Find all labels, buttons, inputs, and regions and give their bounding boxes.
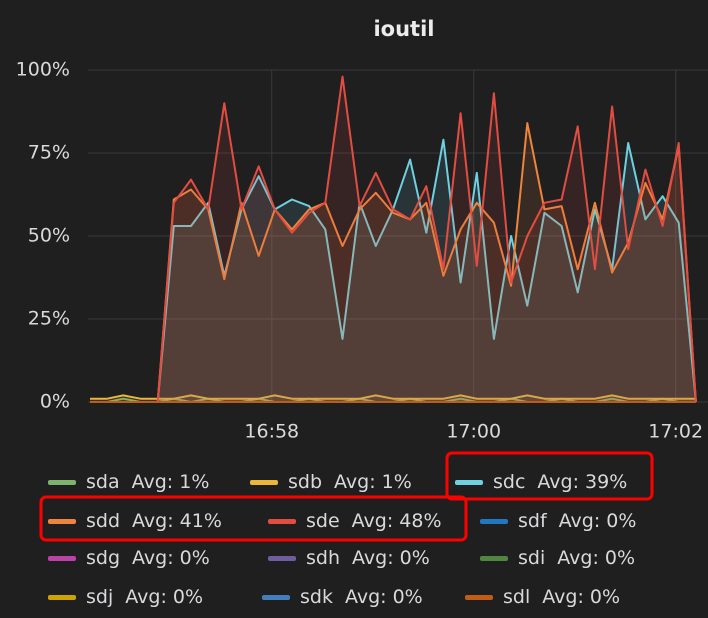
- x-tick-label: 16:58: [244, 421, 299, 443]
- series-area: [90, 123, 696, 402]
- legend-swatch: [480, 519, 508, 524]
- legend-name: sdg: [86, 547, 120, 569]
- legend-swatch: [480, 556, 508, 561]
- legend-label: sdf Avg: 0%: [518, 510, 636, 532]
- legend-avg: Avg: 0%: [542, 586, 620, 608]
- legend-swatch: [250, 480, 278, 485]
- x-tick-label: 17:02: [648, 421, 703, 443]
- legend-name: sdi: [518, 547, 545, 569]
- plot: [90, 75, 697, 403]
- chart-title: ioutil: [373, 17, 434, 41]
- legend-name: sde: [306, 510, 340, 532]
- legend-avg: Avg: 0%: [132, 547, 210, 569]
- series-area: [90, 398, 696, 402]
- series-line: [90, 75, 697, 403]
- legend-avg: Avg: 0%: [557, 547, 635, 569]
- legend-avg: Avg: 41%: [132, 510, 222, 532]
- legend-label: sdj Avg: 0%: [86, 586, 203, 608]
- legend-swatch: [48, 595, 76, 600]
- legend-label: sdb Avg: 1%: [288, 471, 412, 493]
- legend-swatch: [465, 595, 493, 600]
- legend-label: sdh Avg: 0%: [306, 547, 430, 569]
- legend-swatch: [48, 556, 76, 561]
- series-area: [90, 139, 696, 402]
- legend-avg: Avg: 1%: [334, 471, 412, 493]
- legend-name: sdb: [288, 471, 322, 493]
- series-area: [90, 76, 696, 402]
- legend-name: sdh: [306, 547, 340, 569]
- legend-swatch: [48, 519, 76, 524]
- legend-label: sde Avg: 48%: [306, 510, 442, 532]
- legend-swatch: [268, 556, 296, 561]
- legend-label: sda Avg: 1%: [86, 471, 209, 493]
- series-line: [90, 122, 697, 403]
- legend-label: sdl Avg: 0%: [503, 586, 620, 608]
- legend-avg: Avg: 48%: [352, 510, 442, 532]
- legend-avg: Avg: 1%: [132, 471, 210, 493]
- legend-swatch: [455, 480, 483, 485]
- legend-label: sdc Avg: 39%: [493, 471, 627, 493]
- legend-avg: Avg: 39%: [537, 471, 627, 493]
- legend-swatch: [48, 480, 76, 485]
- legend-avg: Avg: 0%: [352, 547, 430, 569]
- legend-avg: Avg: 0%: [559, 510, 637, 532]
- legend-name: sdk: [300, 586, 333, 608]
- legend-name: sdl: [503, 586, 530, 608]
- x-tick-label: 17:00: [446, 421, 501, 443]
- legend-name: sda: [86, 471, 120, 493]
- legend: sda Avg: 1% sdb Avg: 1% sdc Avg: 39% sdd Avg: 4…: [48, 471, 636, 608]
- y-tick-label: 50%: [28, 225, 70, 247]
- legend-label: sdd Avg: 41%: [86, 510, 222, 532]
- y-tick-label: 75%: [28, 142, 70, 164]
- legend-avg: Avg: 0%: [345, 586, 423, 608]
- y-tick-label: 0%: [40, 391, 70, 413]
- legend-name: sdf: [518, 510, 548, 532]
- series-line: [90, 394, 696, 400]
- highlight-box: [445, 451, 654, 501]
- legend-name: sdj: [86, 586, 113, 608]
- legend-label: sdi Avg: 0%: [518, 547, 635, 569]
- legend-label: sdk Avg: 0%: [300, 586, 423, 608]
- legend-swatch: [262, 595, 290, 600]
- highlight-box: [39, 495, 468, 542]
- legend-swatch: [268, 519, 296, 524]
- y-tick-label: 100%: [16, 59, 70, 81]
- legend-label: sdg Avg: 0%: [86, 547, 210, 569]
- legend-avg: Avg: 0%: [125, 586, 203, 608]
- grid: 0% 25% 50% 75% 100% 16:58 17:00 17:02: [16, 59, 708, 443]
- legend-name: sdc: [493, 471, 525, 493]
- legend-name: sdd: [86, 510, 120, 532]
- y-tick-label: 25%: [28, 308, 70, 330]
